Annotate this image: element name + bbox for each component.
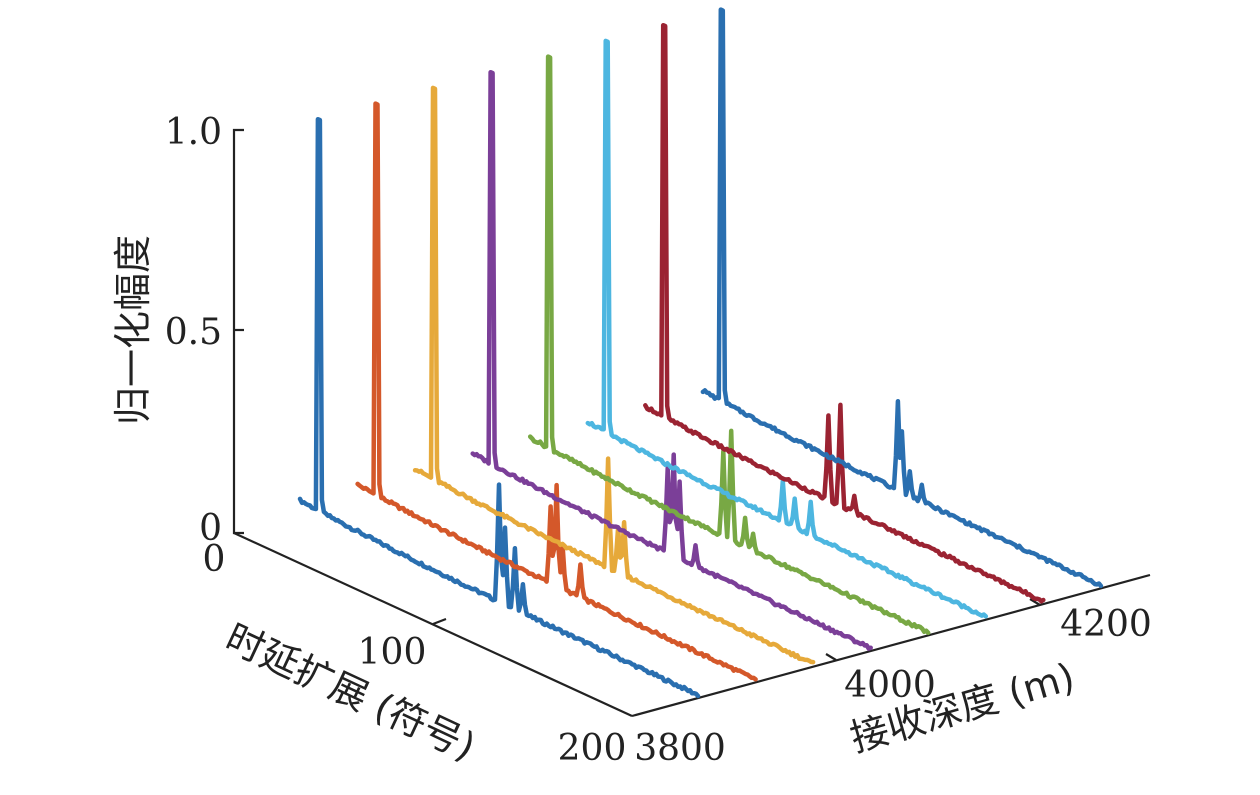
x-tick-label-100: 100 (358, 632, 427, 673)
z-axis-line (232, 128, 244, 535)
x-axis-tick-100 (432, 617, 447, 626)
z-tick-label-0: 0 (199, 508, 222, 549)
y-axis-line (631, 573, 1151, 718)
x-axis-line (233, 532, 633, 717)
x-tick-label-200: 200 (558, 728, 627, 769)
series-trace-3950 (470, 69, 873, 651)
y-axis-tick-4000 (825, 653, 837, 661)
x-axis-label: 时延扩展 (符号) (219, 615, 482, 769)
series-trace-3800 (297, 116, 701, 699)
series-trace-3850 (355, 101, 758, 682)
y-tick-label-4200: 4200 (1060, 604, 1152, 645)
y-axis-tick-4200 (1029, 598, 1041, 606)
series-trace-4050 (585, 38, 989, 619)
z-tick-label-0-5: 0.5 (165, 312, 222, 353)
series-trace-4150 (700, 7, 1104, 589)
series-trace-3900 (412, 85, 816, 665)
y-tick-label-4000: 4000 (844, 665, 936, 706)
series-trace-4100 (643, 22, 1046, 604)
z-tick-label-1: 1.0 (165, 112, 222, 153)
y-tick-label-3800: 3800 (634, 728, 726, 769)
x-tick-label-0: 0 (203, 539, 226, 580)
series-trace-4000 (527, 54, 931, 636)
z-axis-label: 归一化幅度 (111, 235, 155, 425)
series-group (297, 7, 1104, 699)
